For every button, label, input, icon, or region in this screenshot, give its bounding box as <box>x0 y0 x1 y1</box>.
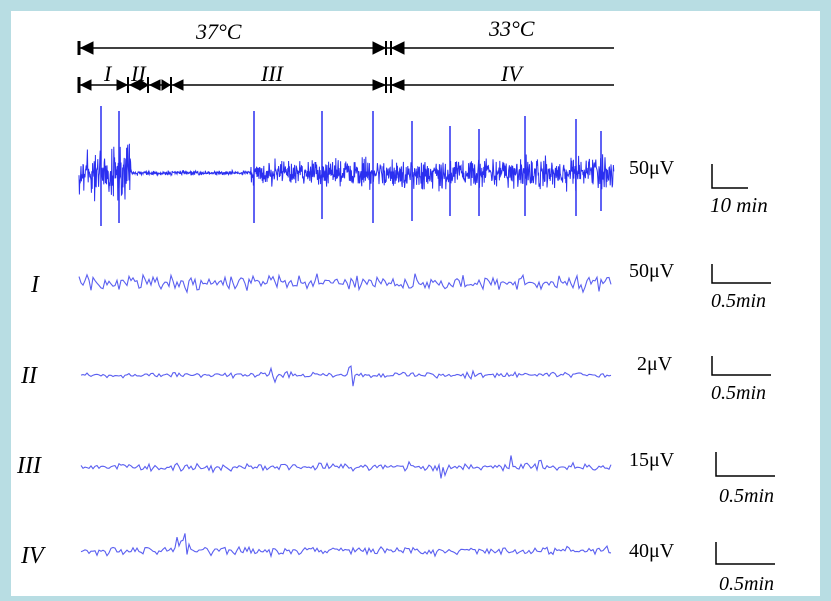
phase-label-I: I <box>103 61 113 86</box>
eeg-trace-phase-II <box>80 365 612 387</box>
eeg-trace-phase-IV <box>80 533 612 559</box>
phase-label-II: II <box>130 61 147 86</box>
row-label-III: III <box>16 453 42 479</box>
scale-time-III: 0.5min <box>719 485 774 507</box>
overview-spike-group <box>100 106 602 226</box>
phase-label-III: III <box>260 61 285 86</box>
scale-bar-I: 50μV 0.5min <box>629 260 771 312</box>
scale-bar-IV: 40μV 0.5min <box>629 540 775 595</box>
row-label-II: II <box>20 363 38 389</box>
eeg-figure: 37°C 33°C I II III IV I II III IV 50μV 1… <box>16 16 775 595</box>
row-label-IV: IV <box>20 543 46 569</box>
scale-bar-II: 2μV 0.5min <box>637 353 771 404</box>
scale-bar-overview: 50μV 10 min <box>629 157 768 217</box>
figure-panel: 37°C 33°C I II III IV I II III IV 50μV 1… <box>11 11 820 596</box>
eeg-trace-phase-I <box>78 273 612 294</box>
eeg-trace-overview <box>78 143 615 202</box>
eeg-trace-phase-III <box>80 455 612 479</box>
phase-annotation <box>77 77 614 93</box>
scale-time-I: 0.5min <box>711 290 766 312</box>
row-label-I: I <box>30 272 40 298</box>
scale-amp-I: 50μV <box>629 260 675 282</box>
scale-time-overview: 10 min <box>710 193 768 217</box>
temp-label-37: 37°C <box>195 19 242 44</box>
scale-time-IV: 0.5min <box>719 573 774 595</box>
scale-amp-II: 2μV <box>637 353 673 375</box>
phase-label-IV: IV <box>500 61 524 86</box>
temp-label-33: 33°C <box>488 16 535 41</box>
scale-time-II: 0.5min <box>711 382 766 404</box>
scale-amp-overview: 50μV <box>629 157 675 179</box>
scale-bar-III: 15μV 0.5min <box>629 449 775 507</box>
scale-amp-III: 15μV <box>629 449 675 471</box>
scale-amp-IV: 40μV <box>629 540 675 562</box>
temperature-annotation <box>77 41 614 55</box>
